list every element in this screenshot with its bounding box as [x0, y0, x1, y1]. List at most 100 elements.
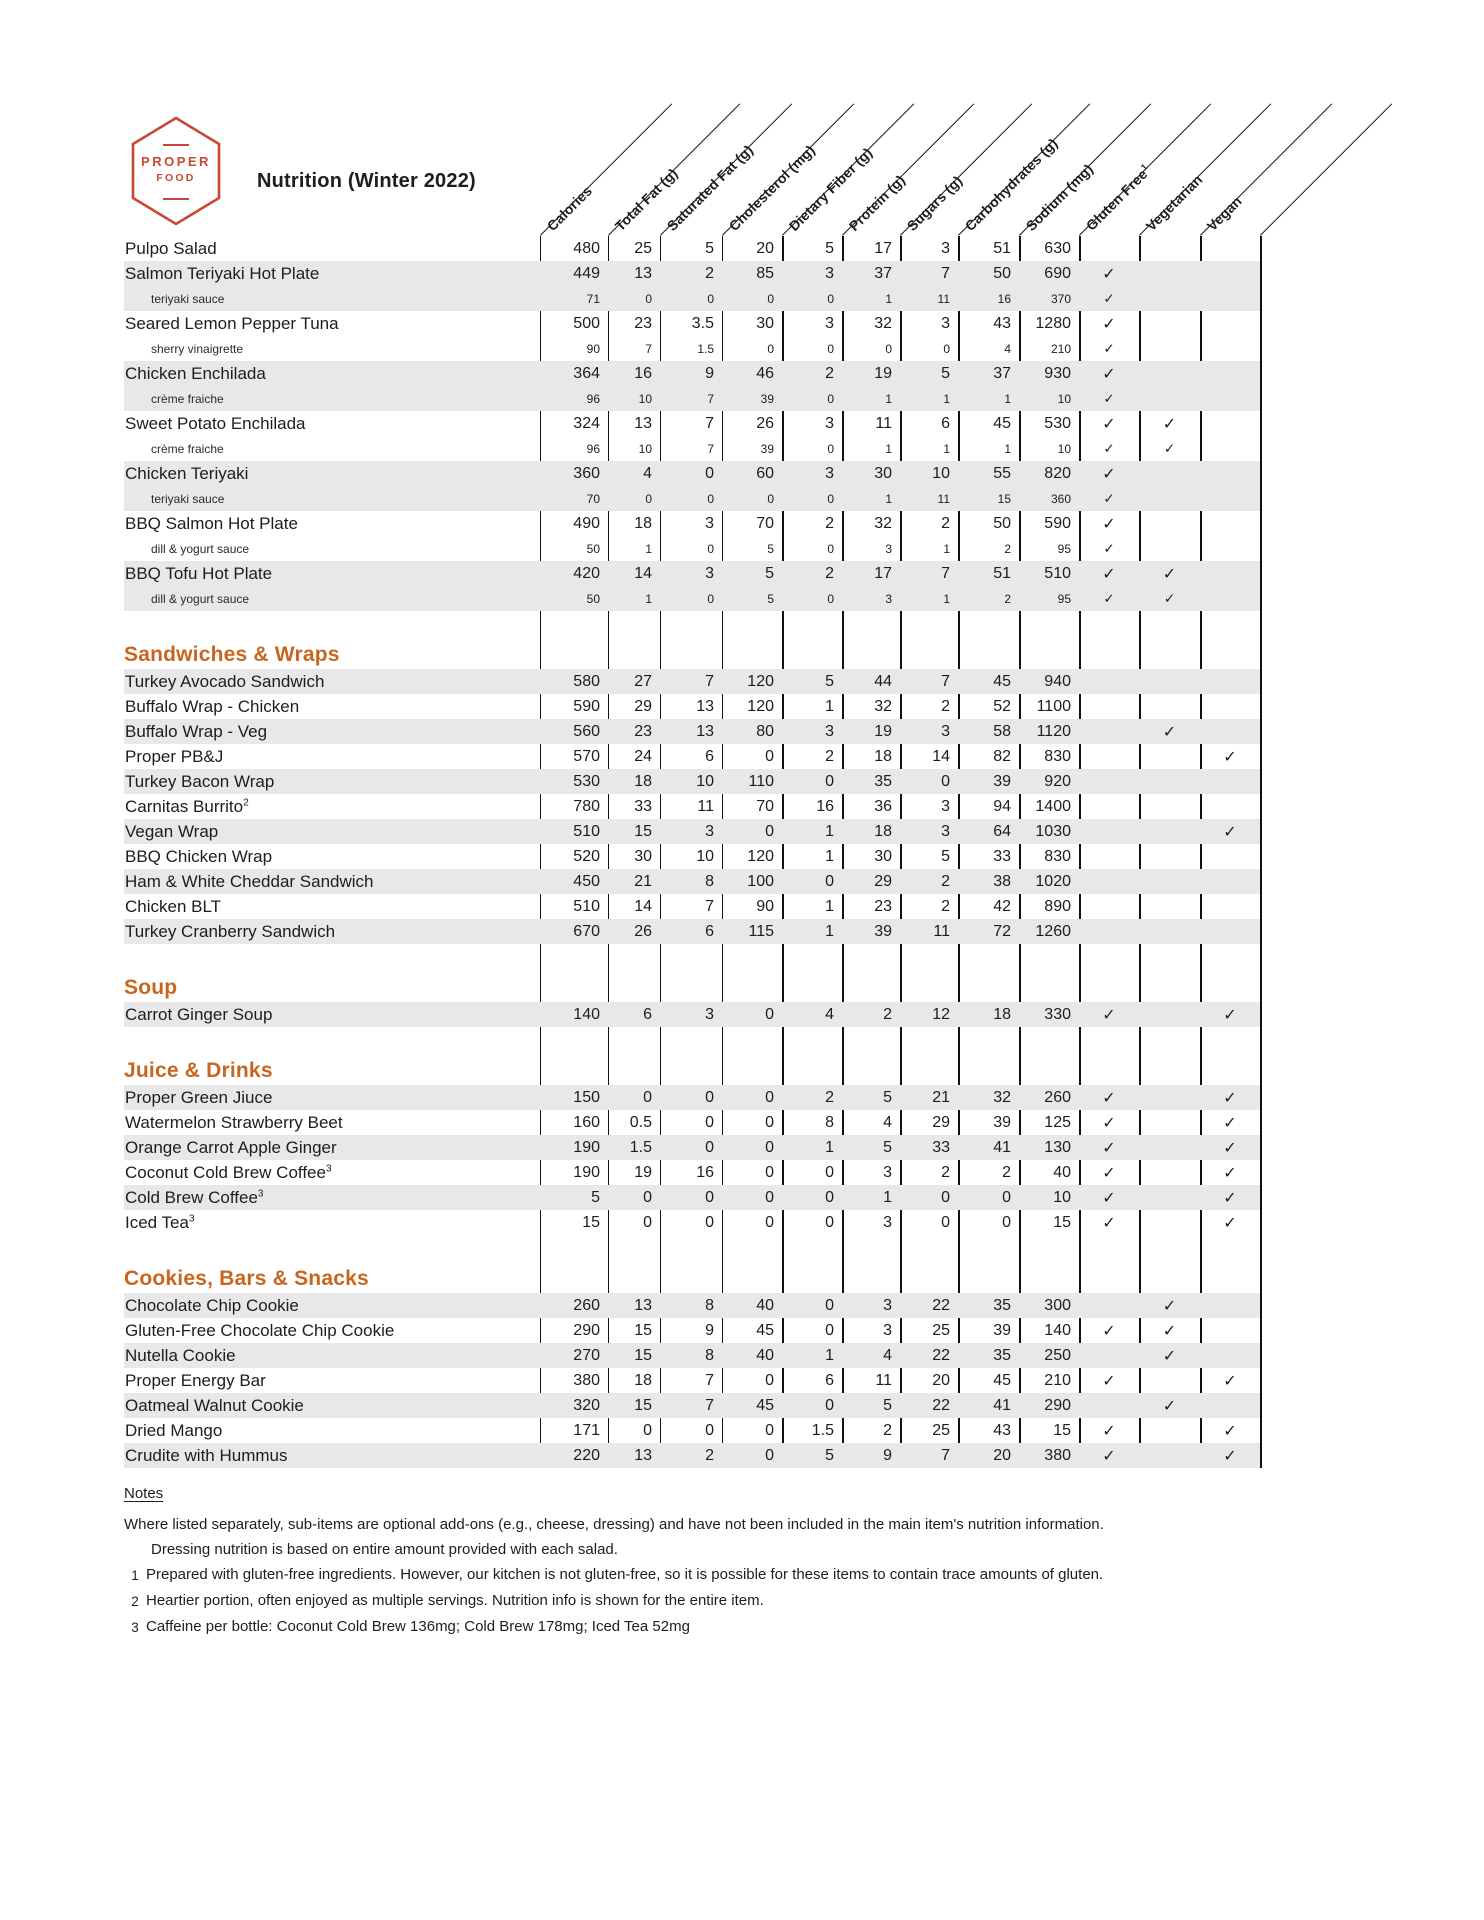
item-name-cell: Iced Tea3: [125, 1212, 195, 1232]
table-row: Salmon Teriyaki Hot Plate 449 13 2 85 3 37 7 50…: [124, 261, 1260, 286]
value-cell: 70: [756, 797, 774, 815]
value-cell: 40: [756, 1296, 774, 1314]
check-icon: ✓: [1102, 515, 1116, 533]
value-cell: 42: [993, 897, 1011, 915]
section-title: Sandwiches & Wraps: [124, 643, 340, 666]
value-cell: 120: [747, 697, 774, 715]
value-cell: 7: [941, 564, 950, 582]
value-cell: 8: [825, 1113, 834, 1131]
check-icon: ✓: [1102, 1089, 1116, 1107]
value-cell: 5: [941, 847, 950, 865]
logo-text-food: FOOD: [156, 172, 196, 184]
item-name-cell: Crudite with Hummus: [125, 1445, 288, 1465]
value-cell: 2: [1004, 541, 1011, 556]
check-icon: ✓: [1223, 1139, 1237, 1157]
value-cell: 16: [816, 797, 834, 815]
value-cell: 2: [941, 514, 950, 532]
value-cell: 0: [941, 1188, 950, 1206]
column-separator-line: [900, 236, 902, 1468]
value-cell: 630: [1044, 239, 1071, 257]
value-cell: 58: [993, 722, 1011, 740]
value-cell: 19: [874, 722, 892, 740]
value-cell: 0: [643, 1188, 652, 1206]
value-cell: 13: [634, 1296, 652, 1314]
table-row: Ham & White Cheddar Sandwich 450 21 8 100 0 2…: [124, 869, 1260, 894]
value-cell: 1: [1004, 441, 1011, 456]
value-cell: 1: [825, 1138, 834, 1156]
value-cell: 0.5: [629, 1113, 652, 1131]
value-cell: 360: [573, 464, 600, 482]
value-cell: 41: [993, 1138, 1011, 1156]
value-cell: 90: [756, 897, 774, 915]
check-icon: ✓: [1102, 1139, 1116, 1157]
brand-logo: PROPER FOOD: [130, 116, 222, 226]
value-cell: 560: [573, 722, 600, 740]
value-cell: 1: [885, 391, 892, 406]
check-icon: ✓: [1223, 823, 1237, 841]
header-diagonal-line: [1260, 103, 1393, 236]
value-cell: 6: [705, 747, 714, 765]
value-cell: 1: [825, 922, 834, 940]
value-cell: 18: [874, 822, 892, 840]
value-cell: 940: [1044, 672, 1071, 690]
value-cell: 0: [765, 1446, 774, 1464]
value-cell: 50: [586, 591, 600, 606]
value-cell: 0: [705, 1088, 714, 1106]
value-cell: 380: [573, 1371, 600, 1389]
value-cell: 1: [883, 1188, 892, 1206]
value-cell: 64: [993, 822, 1011, 840]
note-line: Where listed separately, sub-items are o…: [124, 1515, 1414, 1534]
value-cell: 0: [765, 1213, 774, 1231]
check-icon: ✓: [1102, 265, 1116, 283]
column-header-label: Calories: [543, 182, 596, 234]
value-cell: 15: [634, 1321, 652, 1339]
value-cell: 11: [875, 1371, 892, 1389]
value-cell: 45: [993, 414, 1011, 432]
value-cell: 33: [932, 1138, 950, 1156]
value-cell: 43: [993, 1421, 1011, 1439]
check-icon: ✓: [1103, 590, 1115, 606]
value-cell: 13: [634, 264, 652, 282]
value-cell: 140: [1044, 1321, 1071, 1339]
value-cell: 130: [1044, 1138, 1071, 1156]
item-name-cell: BBQ Tofu Hot Plate: [125, 563, 273, 583]
value-cell: 2: [825, 514, 834, 532]
value-cell: 0: [707, 591, 714, 606]
item-name-cell: BBQ Salmon Hot Plate: [125, 513, 298, 533]
value-cell: 0: [705, 1188, 714, 1206]
value-cell: 29: [874, 872, 892, 890]
value-cell: 210: [1044, 1371, 1071, 1389]
value-cell: 570: [573, 747, 600, 765]
value-cell: 70: [586, 491, 600, 506]
value-cell: 260: [573, 1296, 600, 1314]
value-cell: 1.5: [629, 1138, 652, 1156]
value-cell: 3: [705, 822, 714, 840]
value-cell: 1: [943, 441, 950, 456]
table-row: BBQ Chicken Wrap 520 30 10 120 1 30 5 33 830: [124, 844, 1260, 869]
table-row: Seared Lemon Pepper Tuna 500 23 3.5 30 3 32 3 4…: [124, 311, 1260, 336]
logo-rule-top: [163, 144, 189, 146]
value-cell: 37: [993, 364, 1011, 382]
notes-lines: Where listed separately, sub-items are o…: [124, 1515, 1414, 1637]
value-cell: 5: [825, 672, 834, 690]
value-cell: 0: [827, 391, 834, 406]
value-cell: 18: [993, 1005, 1011, 1023]
value-cell: 1100: [1036, 697, 1071, 715]
value-cell: 1.5: [697, 341, 714, 356]
check-icon: ✓: [1102, 1372, 1116, 1390]
value-cell: 420: [573, 564, 600, 582]
table-row: Dried Mango 171 0 0 0 1.5 2 25 43 15 ✓ ✓: [124, 1418, 1260, 1443]
value-cell: 9: [883, 1446, 892, 1464]
table-row: Orange Carrot Apple Ginger 190 1.5 0 0 1 5 33 4…: [124, 1135, 1260, 1160]
section-title: Soup: [124, 976, 178, 999]
check-icon: ✓: [1223, 1006, 1237, 1024]
check-icon: ✓: [1223, 1447, 1237, 1465]
value-cell: 16: [997, 291, 1011, 306]
value-cell: 140: [573, 1005, 600, 1023]
table-row: Buffalo Wrap - Chicken 590 29 13 120 1 32 2 52 1…: [124, 694, 1260, 719]
value-cell: 6: [825, 1371, 834, 1389]
value-cell: 5: [591, 1188, 600, 1206]
value-cell: 22: [932, 1396, 950, 1414]
value-cell: 23: [874, 897, 892, 915]
